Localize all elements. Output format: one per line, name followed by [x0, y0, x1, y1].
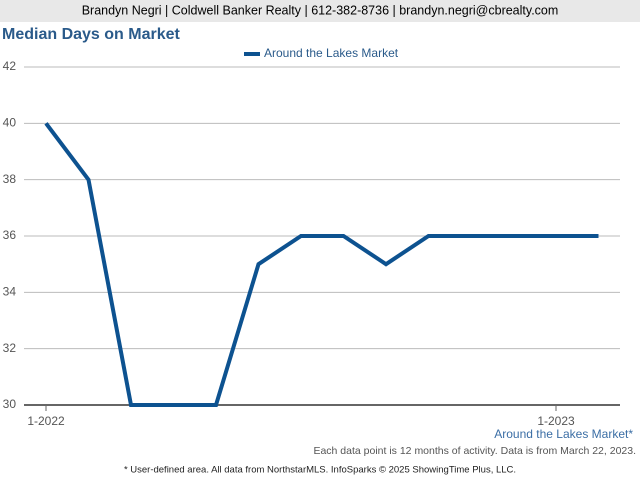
- y-tick-label: 38: [3, 172, 17, 186]
- y-tick-label: 32: [3, 341, 17, 355]
- note: Each data point is 12 months of activity…: [313, 445, 636, 457]
- x-tick-label: 1-2023: [537, 414, 575, 428]
- y-tick-label: 30: [3, 397, 17, 411]
- y-tick-label: 34: [3, 285, 17, 299]
- area-label: Around the Lakes Market*: [494, 427, 633, 441]
- x-tick-label: 1-2022: [27, 414, 65, 428]
- legend-label: Around the Lakes Market: [264, 46, 399, 60]
- y-tick-label: 40: [3, 116, 17, 130]
- header: Brandyn Negri | Coldwell Banker Realty |…: [82, 3, 559, 17]
- y-tick-label: 42: [3, 59, 17, 73]
- footer: * User-defined area. All data from North…: [124, 465, 516, 476]
- y-tick-label: 36: [3, 228, 17, 242]
- header-bar: [0, 0, 640, 22]
- chart-title: Median Days on Market: [2, 26, 181, 43]
- line: [44, 122, 599, 407]
